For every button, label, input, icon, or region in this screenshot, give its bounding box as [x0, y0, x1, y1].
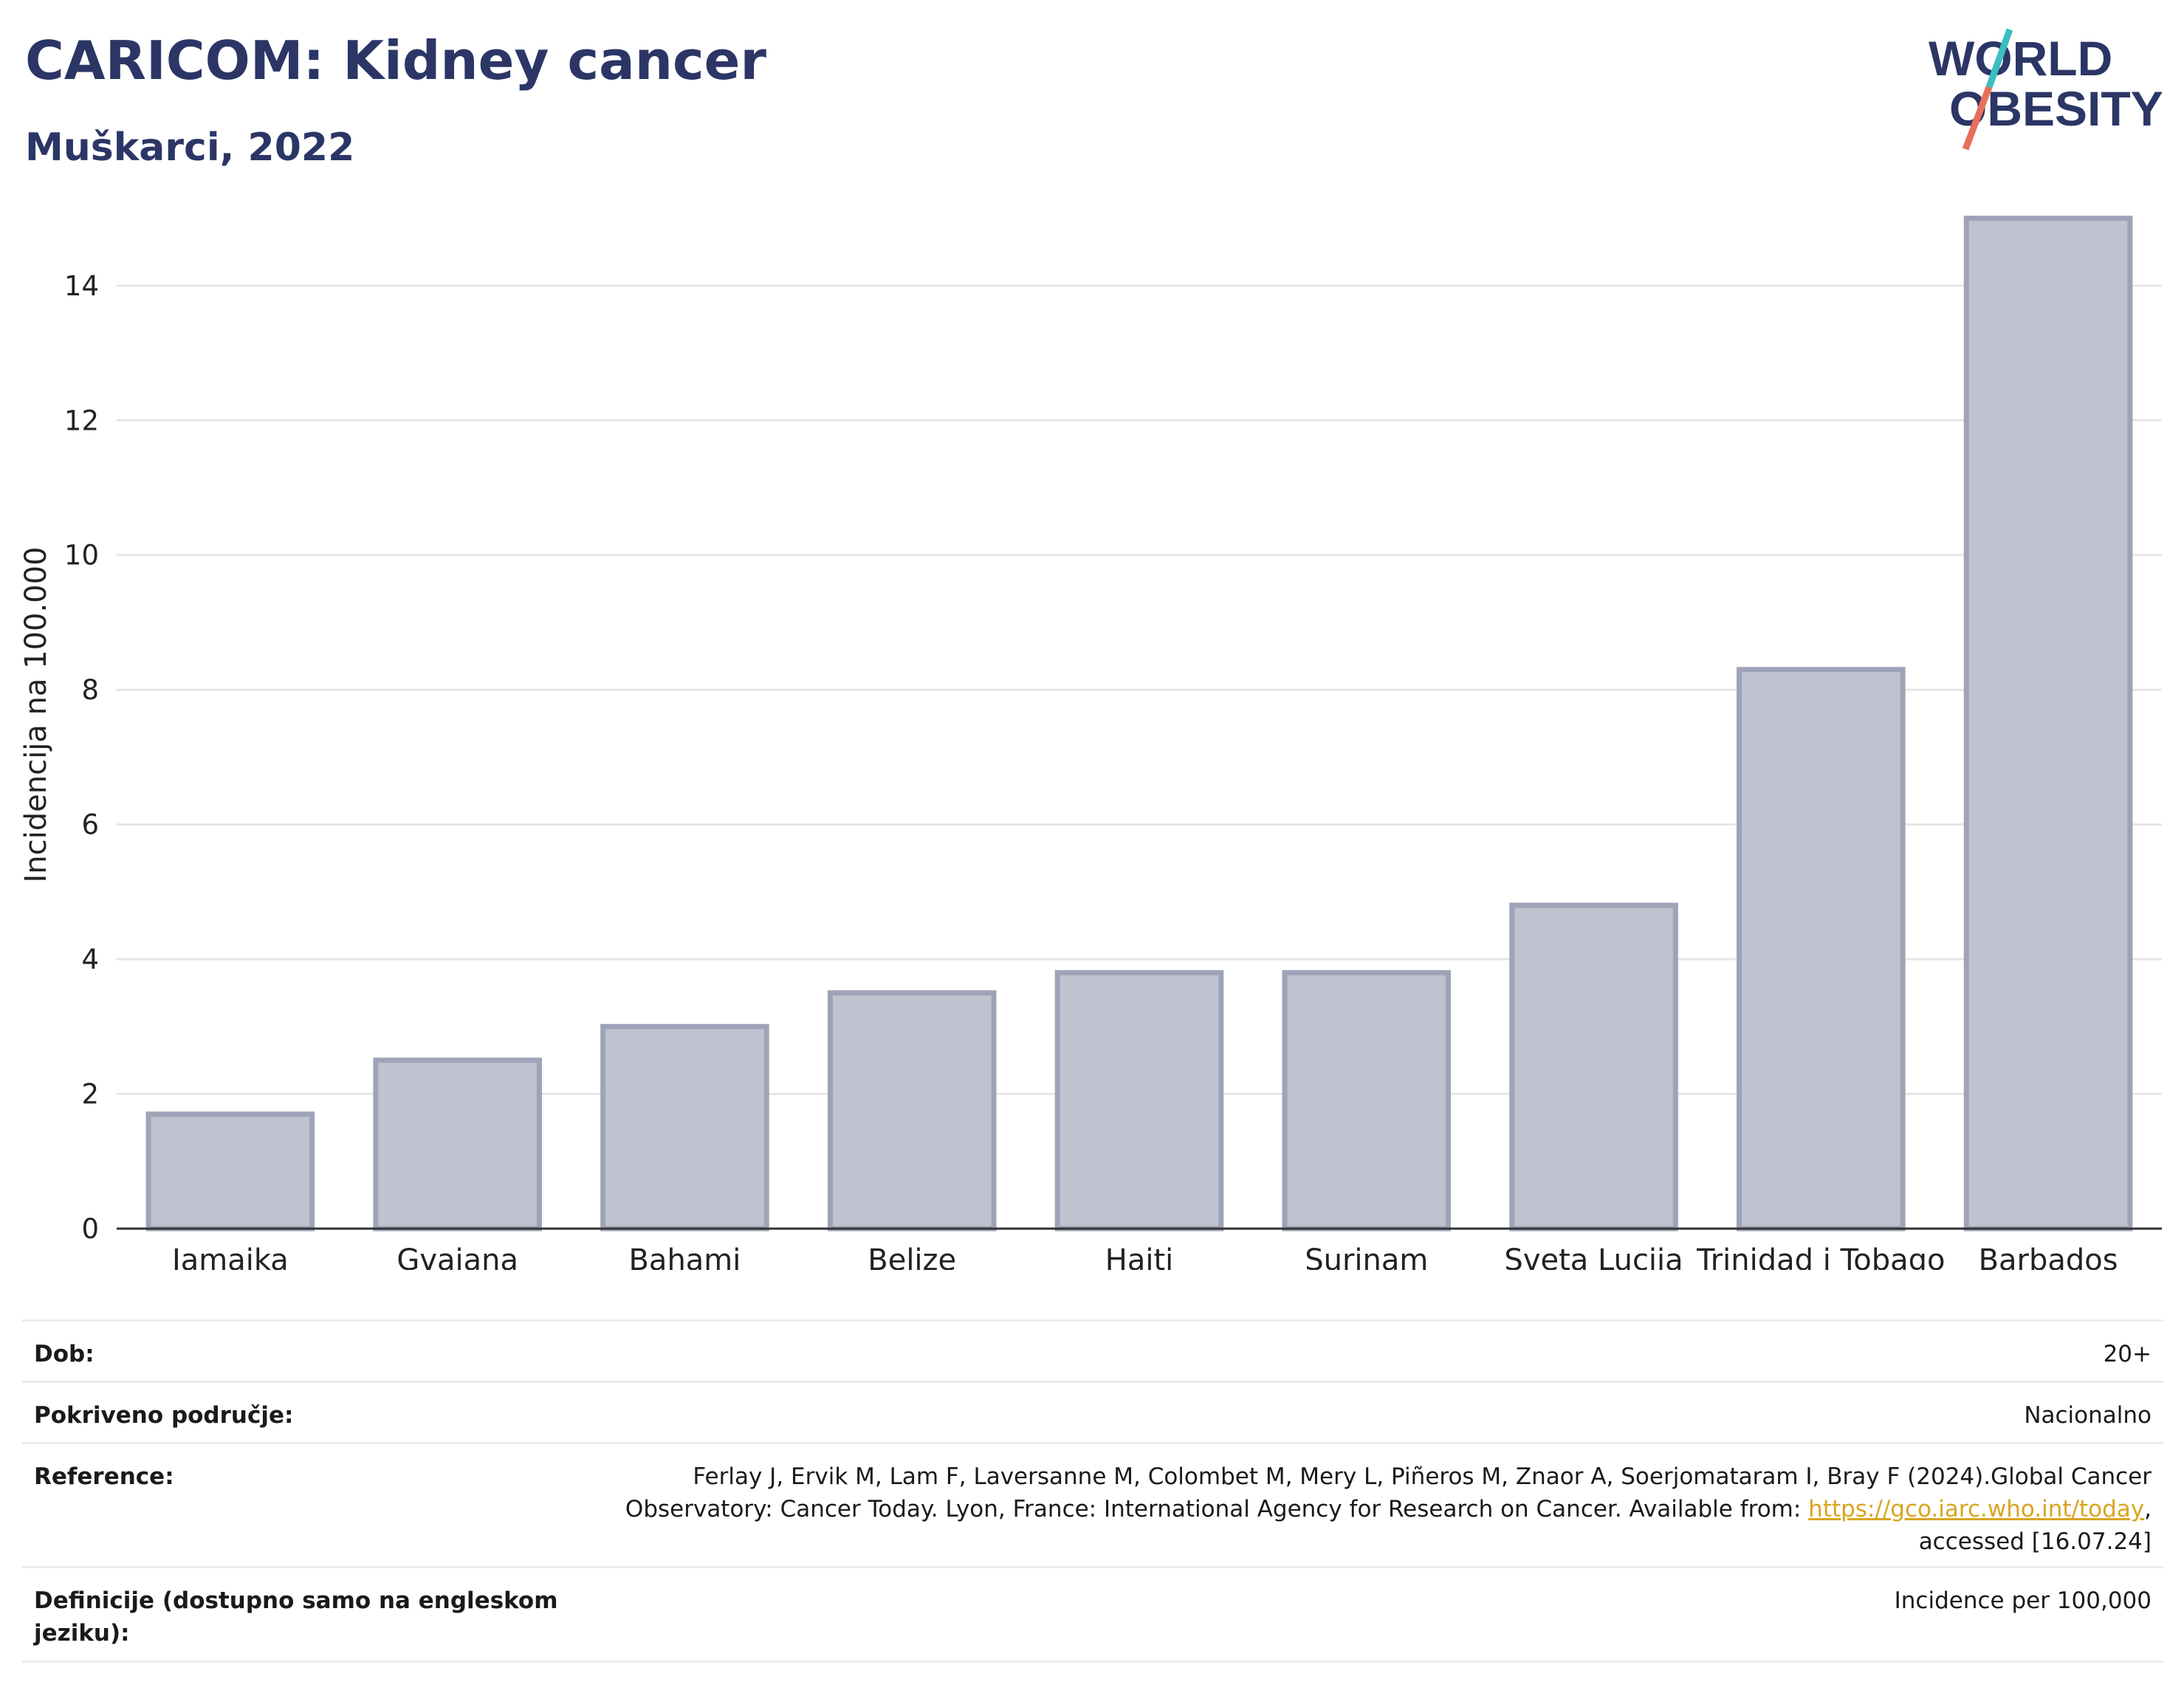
bar-surinam — [1282, 969, 1452, 1232]
y-tick-labels: 0 2 4 6 8 10 12 14 — [64, 270, 99, 1245]
logo-text-world: WORLD — [1929, 31, 2112, 86]
metadata-value: Nacionalno — [2024, 1402, 2152, 1429]
world-obesity-logo: WORLD OBESITY — [1929, 28, 2163, 151]
bar-chart: 0 2 4 6 8 10 12 14 Jamajka Gvajana Bahami Belize Ha… — [19, 216, 2162, 1270]
bar-barbados — [1963, 216, 2133, 1232]
y-tick-label: 2 — [81, 1079, 99, 1110]
bars — [145, 216, 2133, 1232]
y-tick-label: 10 — [64, 540, 99, 571]
chart-title: CARICOM: Kidney cancer — [25, 30, 766, 92]
metadata-label: Reference: — [34, 1463, 174, 1490]
y-tick-label: 6 — [81, 809, 99, 841]
metadata-bottom-border — [22, 1661, 2163, 1663]
metadata-value: Incidence per 100,000 — [1894, 1587, 2152, 1614]
x-tick-label: Sveta Lucija — [1504, 1243, 1683, 1270]
x-tick-label: Barbados — [1979, 1243, 2118, 1270]
y-tick-label: 8 — [81, 674, 99, 706]
logo-slash-bottom — [1962, 86, 1993, 151]
x-tick-label: Trinidad i Tobago — [1696, 1243, 1945, 1270]
metadata-row: Pokriveno područje: Nacionalno — [22, 1381, 2163, 1444]
metadata-value: 20+ — [2103, 1341, 2152, 1367]
metadata-row: Definicije (dostupno samo na engleskom j… — [22, 1566, 2163, 1663]
bar-haiti — [1054, 969, 1224, 1232]
reference-line: Observatory: Cancer Today. Lyon, France:… — [601, 1493, 2152, 1525]
metadata-row: Dob: 20+ — [22, 1319, 2163, 1383]
bar-sveta-lucija — [1509, 902, 1678, 1232]
metadata-label: Definicije (dostupno samo na engleskom j… — [34, 1587, 558, 1647]
chart-subtitle: Muškarci, 2022 — [25, 126, 355, 170]
x-tick-label: Bahami — [628, 1243, 741, 1270]
reference-line: Ferlay J, Ervik M, Lam F, Laversanne M, … — [693, 1463, 2152, 1490]
x-tick-label: Gvajana — [396, 1243, 518, 1270]
y-tick-label: 4 — [81, 944, 99, 975]
bar-trinidad-i-tobago — [1737, 667, 1906, 1232]
reference-link[interactable]: https://gco.iarc.who.int/today — [1808, 1496, 2145, 1522]
x-tick-label: Belize — [868, 1243, 956, 1270]
metadata-label: Dob: — [34, 1341, 95, 1367]
metadata-row: Reference: Ferlay J, Ervik M, Lam F, Lave… — [22, 1442, 2163, 1568]
reference-link-suffix: , — [2144, 1496, 2152, 1522]
y-tick-label: 14 — [64, 270, 99, 302]
logo-slash-top — [1985, 28, 2013, 89]
bar-jamajka — [145, 1111, 315, 1232]
y-axis-label: Incidencija na 100.000 — [19, 546, 53, 882]
bar-bahami — [600, 1023, 769, 1232]
reference-line: accessed [16.07.24] — [1918, 1528, 2152, 1555]
x-tick-labels: Jamajka Gvajana Bahami Belize Haiti Surinam Sv… — [170, 1243, 2118, 1270]
x-tick-label: Jamajka — [170, 1243, 289, 1270]
bar-gvajana — [373, 1057, 542, 1232]
reference-text: Observatory: Cancer Today. Lyon, France:… — [625, 1496, 1809, 1522]
bar-belize — [827, 990, 997, 1232]
y-tick-label: 12 — [64, 405, 99, 436]
y-tick-label: 0 — [81, 1213, 99, 1245]
metadata-label: Pokriveno područje: — [34, 1402, 294, 1429]
x-tick-label: Surinam — [1305, 1243, 1428, 1270]
metadata-value: Ferlay J, Ervik M, Lam F, Laversanne M, … — [601, 1460, 2152, 1558]
x-tick-label: Haiti — [1105, 1243, 1174, 1270]
